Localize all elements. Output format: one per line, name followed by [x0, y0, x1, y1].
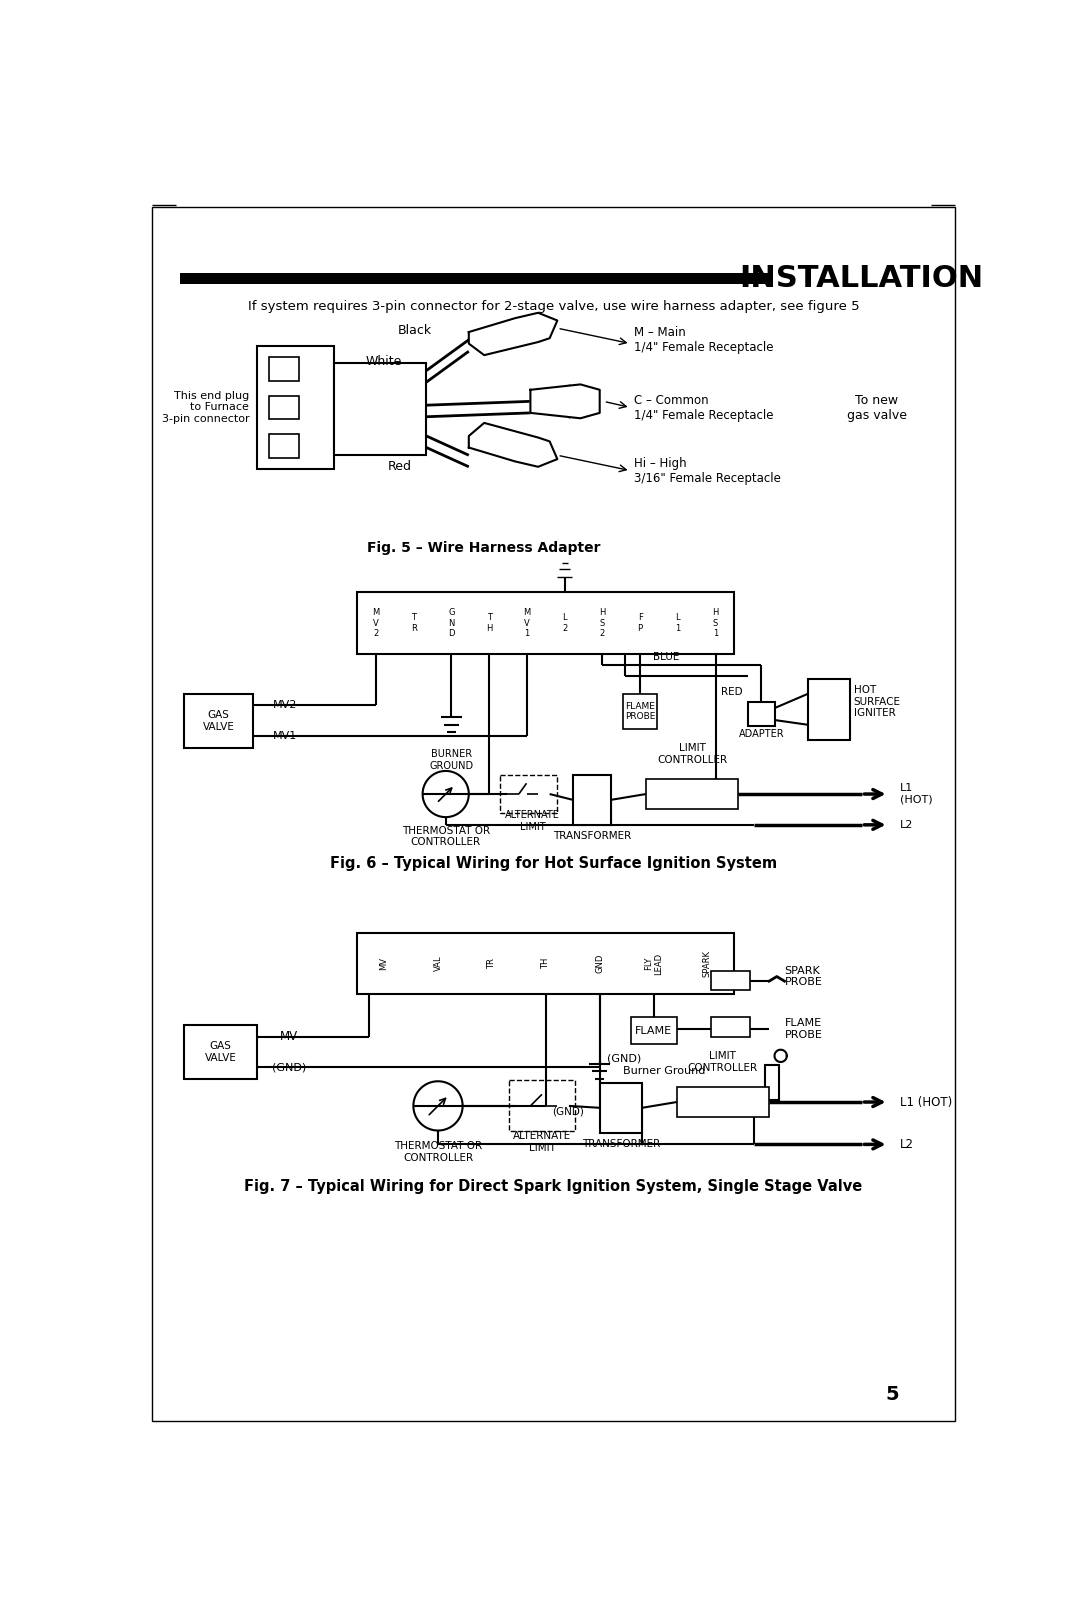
- Text: LIMIT
CONTROLLER: LIMIT CONTROLLER: [688, 1051, 758, 1072]
- Text: SPARK: SPARK: [703, 949, 712, 977]
- Text: M
V
1: M V 1: [524, 608, 530, 638]
- Text: HOT
SURFACE
IGNITER: HOT SURFACE IGNITER: [854, 685, 901, 719]
- Text: L
2: L 2: [562, 614, 567, 634]
- Text: MV1: MV1: [272, 732, 297, 742]
- Text: BURNER
GROUND: BURNER GROUND: [430, 750, 473, 771]
- Text: FLY
LEAD: FLY LEAD: [644, 953, 663, 975]
- Bar: [180, 272, 773, 284]
- Text: SPARK
PROBE: SPARK PROBE: [784, 966, 822, 987]
- Text: GAS
VALVE: GAS VALVE: [203, 711, 234, 732]
- Text: 5: 5: [886, 1385, 900, 1404]
- Text: H
S
1: H S 1: [713, 608, 719, 638]
- Bar: [646, 779, 739, 809]
- Text: This end plug
to Furnace
3-pin connector: This end plug to Furnace 3-pin connector: [162, 390, 249, 424]
- Text: Burner Ground: Burner Ground: [623, 1066, 705, 1077]
- Bar: [357, 933, 734, 995]
- Bar: [257, 347, 334, 469]
- Text: TRANSFORMER: TRANSFORMER: [553, 832, 631, 841]
- Bar: [509, 1080, 575, 1132]
- Text: White: White: [366, 355, 402, 368]
- Text: TH: TH: [541, 958, 551, 969]
- Bar: [269, 397, 299, 419]
- Bar: [572, 775, 611, 825]
- Text: Fig. 5 – Wire Harness Adapter: Fig. 5 – Wire Harness Adapter: [367, 540, 600, 555]
- Text: M – Main
1/4" Female Receptacle: M – Main 1/4" Female Receptacle: [634, 326, 774, 353]
- Text: C – Common
1/4" Female Receptacle: C – Common 1/4" Female Receptacle: [634, 393, 774, 421]
- Bar: [712, 970, 750, 990]
- Text: Red: Red: [388, 461, 411, 474]
- Text: VAL: VAL: [433, 956, 443, 972]
- Text: MV2: MV2: [272, 701, 297, 711]
- Text: TRANSFORMER: TRANSFORMER: [582, 1140, 660, 1149]
- Text: GAS
VALVE: GAS VALVE: [204, 1041, 237, 1062]
- Text: FLAME
PROBE: FLAME PROBE: [784, 1019, 822, 1040]
- Bar: [184, 1025, 257, 1078]
- Text: F
P: F P: [637, 614, 643, 634]
- Bar: [184, 693, 253, 748]
- Text: INSTALLATION: INSTALLATION: [740, 264, 984, 293]
- Text: ADAPTER: ADAPTER: [739, 729, 784, 738]
- Bar: [677, 1086, 769, 1117]
- Polygon shape: [469, 422, 557, 467]
- Text: T
H: T H: [486, 614, 492, 634]
- Text: ALTERNATE
LIMIT: ALTERNATE LIMIT: [513, 1132, 571, 1153]
- Bar: [808, 679, 850, 740]
- Text: LIMIT
CONTROLLER: LIMIT CONTROLLER: [657, 743, 727, 764]
- Bar: [766, 1066, 779, 1099]
- Text: THERMOSTAT OR
CONTROLLER: THERMOSTAT OR CONTROLLER: [394, 1141, 482, 1162]
- Bar: [712, 1017, 750, 1037]
- Text: Black: Black: [397, 324, 432, 337]
- Text: L
1: L 1: [675, 614, 680, 634]
- Bar: [500, 775, 557, 814]
- Bar: [357, 592, 734, 654]
- Bar: [269, 435, 299, 458]
- Text: RED: RED: [720, 687, 742, 698]
- Text: Fig. 7 – Typical Wiring for Direct Spark Ignition System, Single Stage Valve: Fig. 7 – Typical Wiring for Direct Spark…: [244, 1180, 863, 1194]
- Text: G
N
D: G N D: [448, 608, 455, 638]
- Polygon shape: [469, 313, 557, 355]
- Text: (GND): (GND): [607, 1054, 642, 1064]
- Bar: [269, 358, 299, 380]
- Text: GND: GND: [595, 954, 604, 974]
- Text: ALTERNATE
LIMIT: ALTERNATE LIMIT: [504, 811, 559, 832]
- Bar: [599, 1083, 642, 1133]
- Text: (GND): (GND): [272, 1062, 307, 1072]
- Text: FLAME
PROBE: FLAME PROBE: [625, 701, 656, 721]
- Polygon shape: [530, 384, 599, 418]
- Text: MV: MV: [379, 958, 389, 970]
- Text: L1 (HOT): L1 (HOT): [900, 1096, 953, 1109]
- Text: L1
(HOT): L1 (HOT): [900, 783, 933, 804]
- Text: H
S
2: H S 2: [599, 608, 606, 638]
- Text: If system requires 3-pin connector for 2-stage valve, use wire harness adapter, : If system requires 3-pin connector for 2…: [247, 300, 860, 313]
- Text: M
V
2: M V 2: [373, 608, 380, 638]
- Text: FLAME: FLAME: [635, 1025, 672, 1037]
- Text: T
R: T R: [410, 614, 417, 634]
- Text: L2: L2: [900, 821, 914, 830]
- Text: To new
gas valve: To new gas valve: [847, 393, 907, 421]
- Text: Hi – High
3/16" Female Receptacle: Hi – High 3/16" Female Receptacle: [634, 456, 781, 485]
- Bar: [623, 693, 657, 729]
- Bar: [334, 363, 427, 455]
- Text: THERMOSTAT OR
CONTROLLER: THERMOSTAT OR CONTROLLER: [402, 825, 489, 848]
- Bar: [747, 701, 775, 727]
- Text: MV: MV: [280, 1030, 298, 1043]
- Text: BLUE: BLUE: [653, 651, 679, 663]
- Text: (GND): (GND): [553, 1107, 584, 1117]
- Text: Fig. 6 – Typical Wiring for Hot Surface Ignition System: Fig. 6 – Typical Wiring for Hot Surface …: [329, 856, 778, 870]
- Text: L2: L2: [900, 1138, 914, 1151]
- Text: TR: TR: [487, 958, 497, 969]
- Bar: [631, 1017, 677, 1045]
